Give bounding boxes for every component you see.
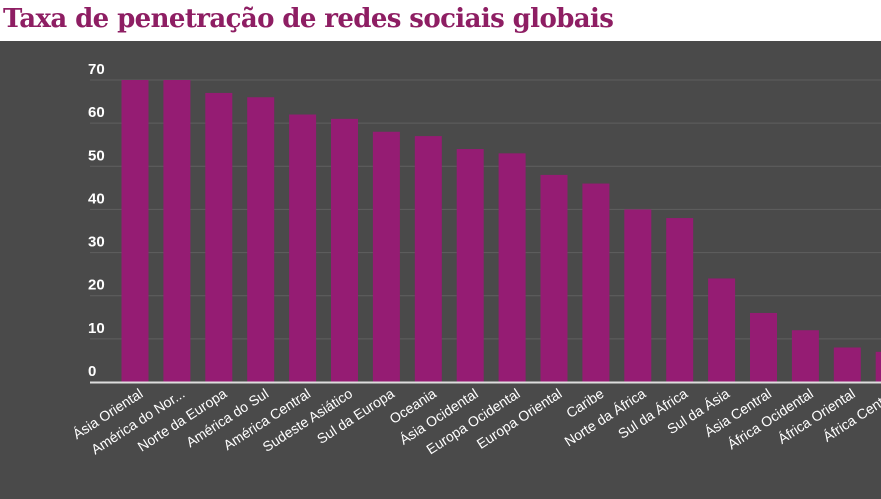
chart-title: Taxa de penetração de redes sociais glob… <box>3 4 614 34</box>
bar-11 <box>582 183 610 382</box>
bar-17 <box>833 347 861 382</box>
y-tick-label-70: 70 <box>88 61 105 78</box>
bar-18 <box>875 351 881 382</box>
bar-13 <box>666 218 694 382</box>
bar-2 <box>205 92 233 382</box>
y-tick-label-60: 60 <box>88 104 105 121</box>
bar-3 <box>247 97 275 382</box>
bar-0 <box>121 80 149 382</box>
y-tick-label-10: 10 <box>88 320 105 337</box>
y-tick-label-0: 0 <box>88 363 96 380</box>
y-tick-label-40: 40 <box>88 190 105 207</box>
title-background <box>0 0 680 41</box>
bars <box>121 80 881 382</box>
bar-9 <box>498 153 526 382</box>
bar-12 <box>624 209 652 382</box>
bar-7 <box>414 136 442 382</box>
bar-1 <box>163 80 191 382</box>
y-axis-ticks: 0 10 20 30 40 50 60 70 <box>88 61 105 380</box>
bar-8 <box>456 149 484 382</box>
bar-14 <box>708 278 736 382</box>
bar-5 <box>331 118 358 382</box>
bar-4 <box>289 114 317 382</box>
y-tick-label-50: 50 <box>88 147 105 164</box>
y-tick-label-30: 30 <box>88 234 105 251</box>
bar-15 <box>750 312 777 382</box>
bar-16 <box>791 330 819 382</box>
bar-10 <box>540 174 568 382</box>
y-tick-label-20: 20 <box>88 277 105 294</box>
bar-6 <box>372 131 400 382</box>
